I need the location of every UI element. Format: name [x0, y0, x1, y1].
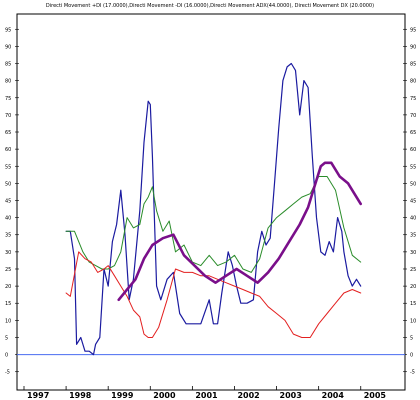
x-tick-label: 2002	[237, 391, 259, 400]
y-axis-left: -5 0 5 10 15 20 25 30 35 40 45 50 55 60 65 70 75 80 85 90 95	[5, 27, 19, 376]
y-tick-label-left: 40	[5, 216, 11, 222]
y-tick-label-left: 30	[5, 250, 11, 256]
y-tick-label-left: 0	[5, 353, 8, 359]
y-tick-label-left: 50	[5, 181, 11, 187]
y-tick-label-right: 95	[410, 27, 416, 33]
series-line	[117, 161, 363, 302]
y-tick-label-right: 85	[410, 62, 416, 68]
y-tick-label-left: 65	[5, 130, 11, 136]
x-tick-label: 2005	[364, 391, 387, 400]
x-tick-label: 1998	[69, 391, 92, 400]
x-tick-label: 2001	[195, 391, 218, 400]
y-tick-label-right: 70	[410, 113, 416, 119]
y-tick-label-right: 55	[410, 164, 416, 170]
y-tick-label-left: 95	[5, 27, 11, 33]
y-tick-label-left: 55	[5, 164, 11, 170]
y-tick-label-right: 45	[410, 199, 416, 205]
x-tick-label: 1997	[27, 391, 49, 400]
chart-title: Directi Movement +DI (17.0000),Directi M…	[46, 3, 374, 9]
y-tick-label-right: 65	[410, 130, 416, 136]
y-tick-label-left: 20	[5, 284, 11, 290]
y-tick-label-right: 5	[410, 335, 413, 341]
x-tick-label: 2003	[280, 391, 302, 400]
y-tick-label-left: 70	[5, 113, 11, 119]
x-tick-label: 2004	[322, 391, 345, 400]
y-tick-label-right: 90	[410, 44, 416, 50]
y-tick-label-right: 10	[410, 318, 416, 324]
y-tick-label-left: 85	[5, 62, 11, 68]
y-tick-label-right: 20	[410, 284, 416, 290]
y-tick-label-right: 60	[410, 147, 416, 153]
y-tick-label-left: 80	[5, 79, 11, 85]
y-tick-label-left: 35	[5, 233, 11, 239]
y-axis-right: -5 0 5 10 15 20 25 30 35 40 45 50 55 60 65 70 75 80 85 90 95	[403, 27, 416, 376]
x-tick-label: 1999	[111, 391, 134, 400]
y-tick-label-right: 0	[410, 353, 413, 359]
y-tick-label-left: 60	[5, 147, 11, 153]
y-tick-label-right: 30	[410, 250, 416, 256]
x-axis: 1997 1998 1999 2000 2001 2002 2003 2004 2005	[23, 386, 387, 400]
x-tick-label: 2000	[153, 391, 176, 400]
y-tick-label-left: 15	[5, 301, 11, 307]
y-tick-label-left: 45	[5, 199, 11, 205]
y-tick-label-left: 25	[5, 267, 11, 273]
series-line	[65, 62, 362, 356]
y-tick-label-right: 80	[410, 79, 416, 85]
plot-frame	[16, 13, 406, 391]
y-tick-label-right: 50	[410, 181, 416, 187]
y-tick-label-left: -5	[5, 370, 10, 376]
y-tick-label-right: 15	[410, 301, 416, 307]
y-tick-label-right: 75	[410, 96, 416, 102]
y-tick-label-left: 10	[5, 318, 11, 324]
y-tick-label-right: 40	[410, 216, 416, 222]
y-tick-label-right: 25	[410, 267, 416, 273]
y-tick-label-right: -5	[410, 370, 415, 376]
y-tick-label-right: 35	[410, 233, 416, 239]
series-line	[65, 251, 362, 338]
series-group	[65, 62, 363, 356]
y-tick-label-left: 75	[5, 96, 11, 102]
y-tick-label-left: 5	[5, 335, 8, 341]
y-tick-label-left: 90	[5, 44, 11, 50]
